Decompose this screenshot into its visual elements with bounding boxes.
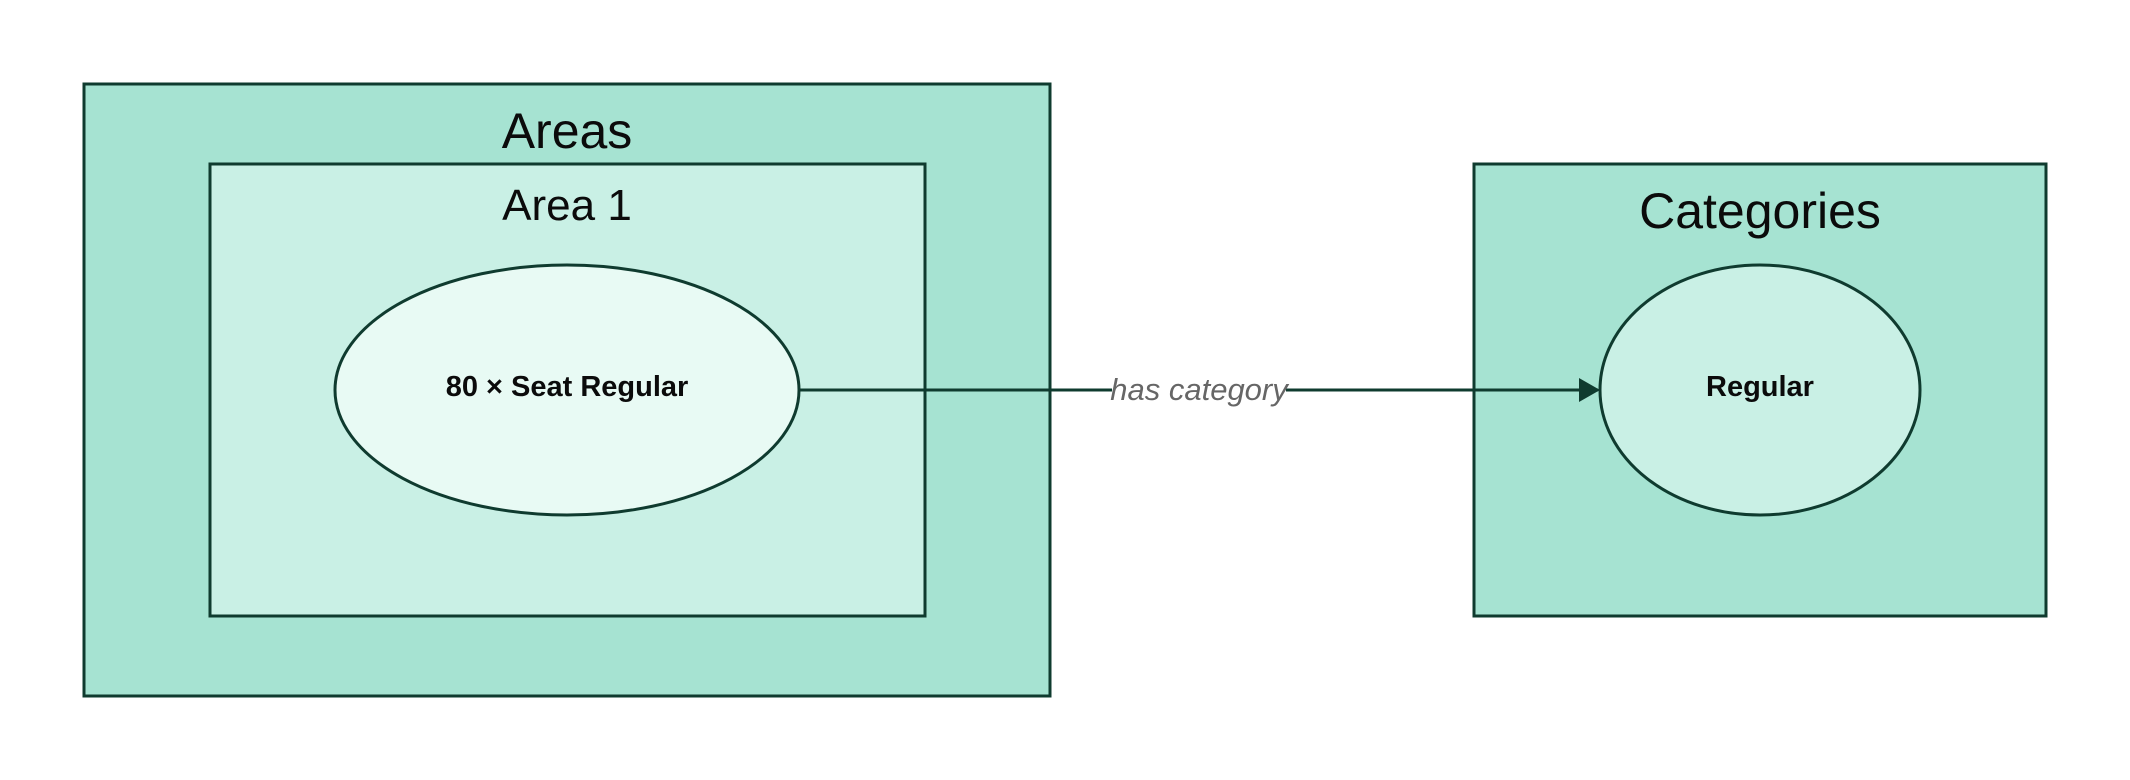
seat-node-shape — [333, 263, 801, 517]
regular-node-label: Regular — [1706, 371, 1814, 403]
seat-node: 80 × Seat Regular — [333, 263, 801, 517]
categories-group-title: Categories — [1639, 183, 1881, 239]
area1-group-title: Area 1 — [502, 181, 632, 230]
regular-node: Regular — [1598, 263, 1922, 517]
arrowhead-icon — [1579, 378, 1600, 402]
has-category-edge: has category — [800, 372, 1600, 407]
areas-group-title: Areas — [502, 103, 633, 159]
edge-label: has category — [1110, 372, 1290, 407]
seat-node-label: 80 × Seat Regular — [446, 371, 689, 403]
